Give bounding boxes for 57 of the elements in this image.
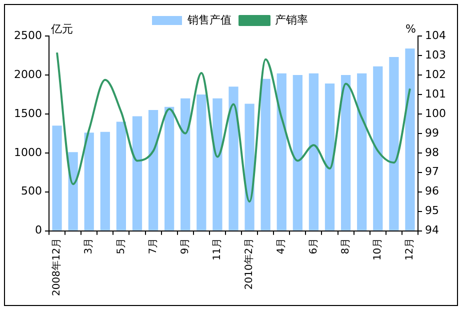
line-series	[56, 52, 411, 203]
y-tick-label: 0	[34, 224, 42, 237]
bar	[52, 126, 62, 230]
bar	[276, 73, 286, 230]
legend-label: 销售产值	[186, 13, 232, 26]
y2-axis-title: %	[406, 22, 416, 36]
y-axis-title: 亿元	[50, 22, 73, 36]
y-tick-label: 500	[20, 184, 42, 198]
y2-tick-label: 99	[425, 126, 440, 140]
x-tick-label: 12月	[404, 238, 416, 261]
x-tick-label: 7月	[148, 238, 159, 254]
bar	[292, 74, 302, 230]
bar	[132, 116, 142, 230]
y2-tick-label: 94	[425, 224, 440, 237]
y2-tick-label: 97	[425, 165, 440, 178]
x-tick-label: 8月	[340, 238, 352, 254]
bar	[389, 57, 399, 230]
x-tick-label: 5月	[116, 238, 127, 254]
y2-tick-label: 103	[425, 48, 446, 62]
bar	[357, 73, 367, 230]
bar	[196, 94, 206, 230]
x-tick-label: 4月	[276, 238, 288, 254]
y2-tick-label: 100	[425, 106, 446, 120]
bar	[373, 66, 383, 230]
x-tick-label: 10月	[372, 238, 384, 261]
y-tick-label: 1000	[14, 146, 42, 159]
bar	[84, 132, 94, 230]
y2-tick-label: 102	[425, 68, 446, 81]
x-tick-label: 2008年12月	[50, 238, 63, 296]
bar	[340, 74, 351, 230]
legend-label: 产销率	[275, 13, 308, 26]
bar	[212, 98, 222, 230]
x-tick-label: 9月	[180, 238, 191, 254]
y2-tick-label: 98	[425, 146, 440, 159]
bar	[228, 86, 238, 230]
bar	[68, 152, 78, 230]
y2-tick-label: 95	[425, 204, 440, 218]
y2-tick-label: 101	[425, 87, 446, 100]
bar	[324, 84, 335, 230]
y-tick-label: 2500	[14, 28, 42, 42]
bar	[148, 110, 158, 230]
bar	[260, 78, 270, 230]
x-tick-label: 11月	[212, 238, 224, 261]
y2-tick-label: 104	[425, 28, 446, 42]
x-tick-label: 3月	[84, 238, 95, 254]
bar	[164, 106, 174, 230]
bar	[308, 73, 319, 230]
y-tick-label: 2000	[14, 68, 42, 81]
bar	[100, 132, 110, 230]
y-tick-label: 1500	[14, 106, 42, 120]
x-tick-label: 2010年2月	[243, 238, 256, 290]
x-tick-label: 6月	[308, 238, 320, 254]
bar	[180, 98, 190, 230]
bar	[116, 122, 126, 230]
y2-tick-label: 96	[425, 184, 440, 198]
bar	[405, 48, 415, 230]
bar	[244, 104, 254, 230]
